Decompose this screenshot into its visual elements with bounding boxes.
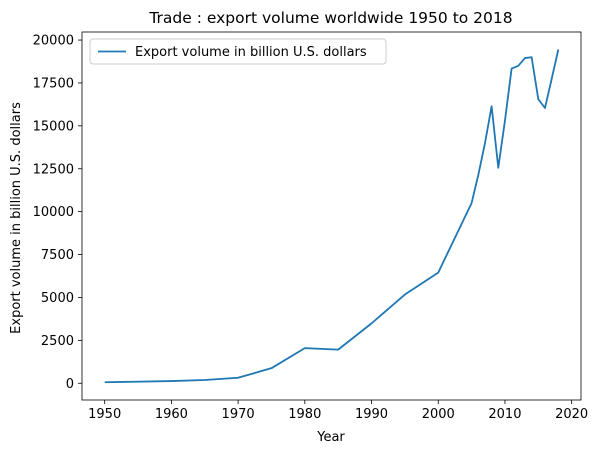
chart-title: Trade : export volume worldwide 1950 to … [148, 9, 512, 27]
y-tick-label: 5000 [41, 291, 74, 306]
legend-label: Export volume in billion U.S. dollars [135, 45, 367, 60]
y-tick-label: 12500 [33, 162, 74, 177]
y-tick-label: 0 [66, 377, 74, 392]
y-tick-label: 15000 [33, 119, 74, 134]
y-tick-label: 2500 [41, 334, 74, 349]
x-tick-label: 1990 [355, 407, 388, 422]
x-tick-label: 2020 [555, 407, 588, 422]
x-tick-label: 2000 [422, 407, 455, 422]
y-tick-label: 17500 [33, 76, 74, 91]
x-tick-label: 1950 [88, 407, 121, 422]
x-tick-label: 1960 [155, 407, 188, 422]
y-tick-label: 10000 [33, 205, 74, 220]
legend: Export volume in billion U.S. dollars [90, 39, 386, 64]
y-tick-label: 20000 [33, 34, 74, 49]
x-tick-label: 1970 [222, 407, 255, 422]
x-tick-label: 2010 [488, 407, 521, 422]
y-axis-title: Export volume in billion U.S. dollars [9, 102, 24, 334]
y-tick-label: 7500 [41, 248, 74, 263]
x-tick-label: 1980 [288, 407, 321, 422]
x-axis-title: Year [316, 430, 345, 445]
